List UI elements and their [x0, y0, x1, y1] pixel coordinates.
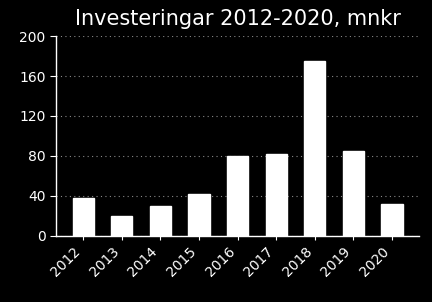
Bar — [150, 206, 171, 236]
Bar — [343, 151, 364, 236]
Bar — [111, 216, 133, 236]
Bar — [188, 194, 210, 236]
Bar — [266, 154, 287, 236]
Bar — [304, 61, 325, 236]
Bar — [381, 204, 403, 236]
Bar — [227, 156, 248, 236]
Bar — [73, 198, 94, 236]
Title: Investeringar 2012-2020, mnkr: Investeringar 2012-2020, mnkr — [75, 9, 400, 29]
